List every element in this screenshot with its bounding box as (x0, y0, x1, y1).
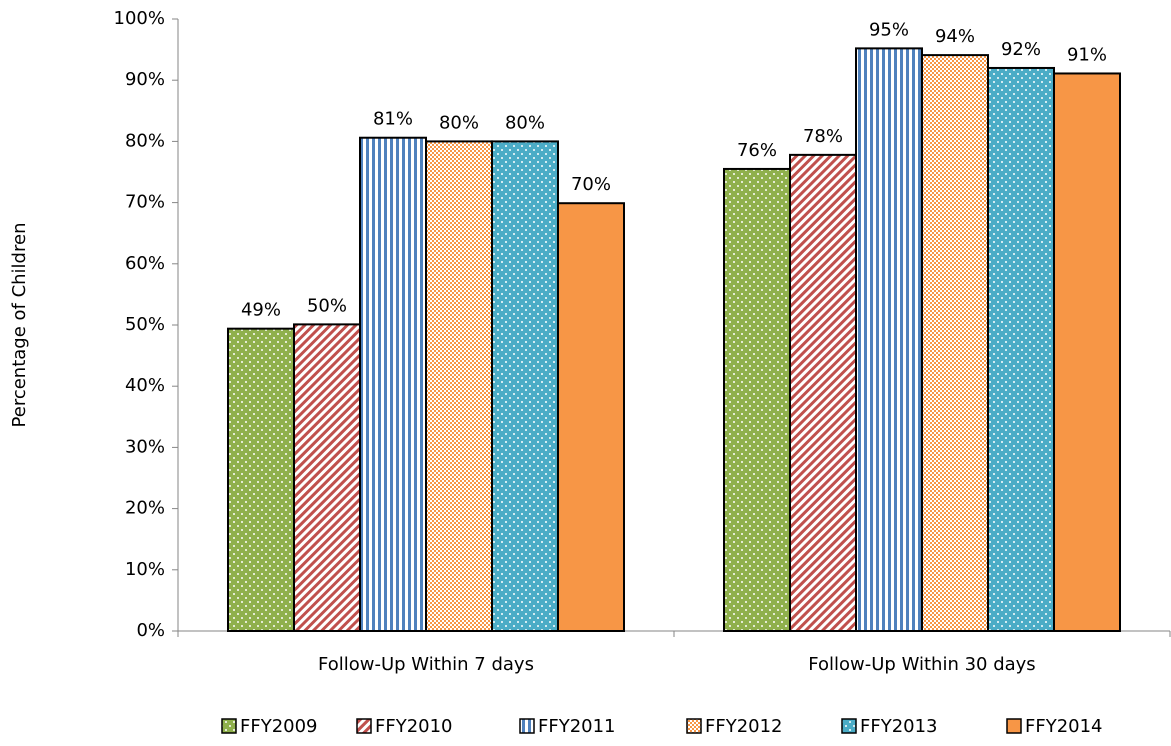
y-tick-label: 60% (125, 253, 165, 274)
y-tick-label: 40% (125, 375, 165, 396)
y-tick-label: 70% (125, 192, 165, 213)
data-label: 49% (241, 300, 281, 321)
bar (789, 153, 857, 632)
bar (359, 136, 427, 632)
y-axis-title: Percentage of Children (9, 223, 30, 428)
data-label: 91% (1067, 44, 1107, 65)
legend-label: FFY2013 (860, 716, 938, 737)
legend-label: FFY2010 (375, 716, 453, 737)
legend-label: FFY2014 (1025, 716, 1103, 737)
legend-swatch (519, 718, 535, 734)
data-label: 95% (869, 19, 909, 40)
y-tick-label: 90% (125, 69, 165, 90)
legend-label: FFY2012 (705, 716, 783, 737)
bar (425, 140, 493, 632)
y-tick-label: 30% (125, 436, 165, 457)
x-tick-label: Follow-Up Within 30 days (808, 654, 1035, 675)
y-tick-label: 100% (114, 8, 165, 29)
data-label: 92% (1001, 39, 1041, 60)
legend-swatch (1006, 718, 1022, 734)
x-tick-label: Follow-Up Within 7 days (318, 654, 534, 675)
bar (557, 202, 625, 632)
bar (723, 167, 791, 632)
y-tick-label: 20% (125, 498, 165, 519)
data-label: 50% (307, 295, 347, 316)
y-tick-label: 80% (125, 130, 165, 151)
bar (1053, 72, 1121, 632)
legend-label: FFY2009 (240, 716, 318, 737)
data-label: 76% (737, 140, 777, 161)
bar (491, 140, 559, 632)
legend-swatch (356, 718, 372, 734)
data-label: 80% (505, 112, 545, 133)
y-tick-label: 50% (125, 314, 165, 335)
y-tick-label: 10% (125, 559, 165, 580)
legend-swatch (841, 718, 857, 734)
bar (855, 47, 923, 633)
data-label: 81% (373, 109, 413, 130)
legend-swatch (221, 718, 237, 734)
data-label: 78% (803, 126, 843, 147)
data-label: 80% (439, 112, 479, 133)
bar (987, 66, 1055, 632)
bar (293, 323, 361, 632)
y-tick-label: 0% (136, 620, 165, 641)
bar (921, 54, 989, 633)
bar (227, 327, 295, 632)
data-label: 70% (571, 174, 611, 195)
data-label: 94% (935, 26, 975, 47)
legend-swatch (686, 718, 702, 734)
legend-label: FFY2011 (538, 716, 616, 737)
